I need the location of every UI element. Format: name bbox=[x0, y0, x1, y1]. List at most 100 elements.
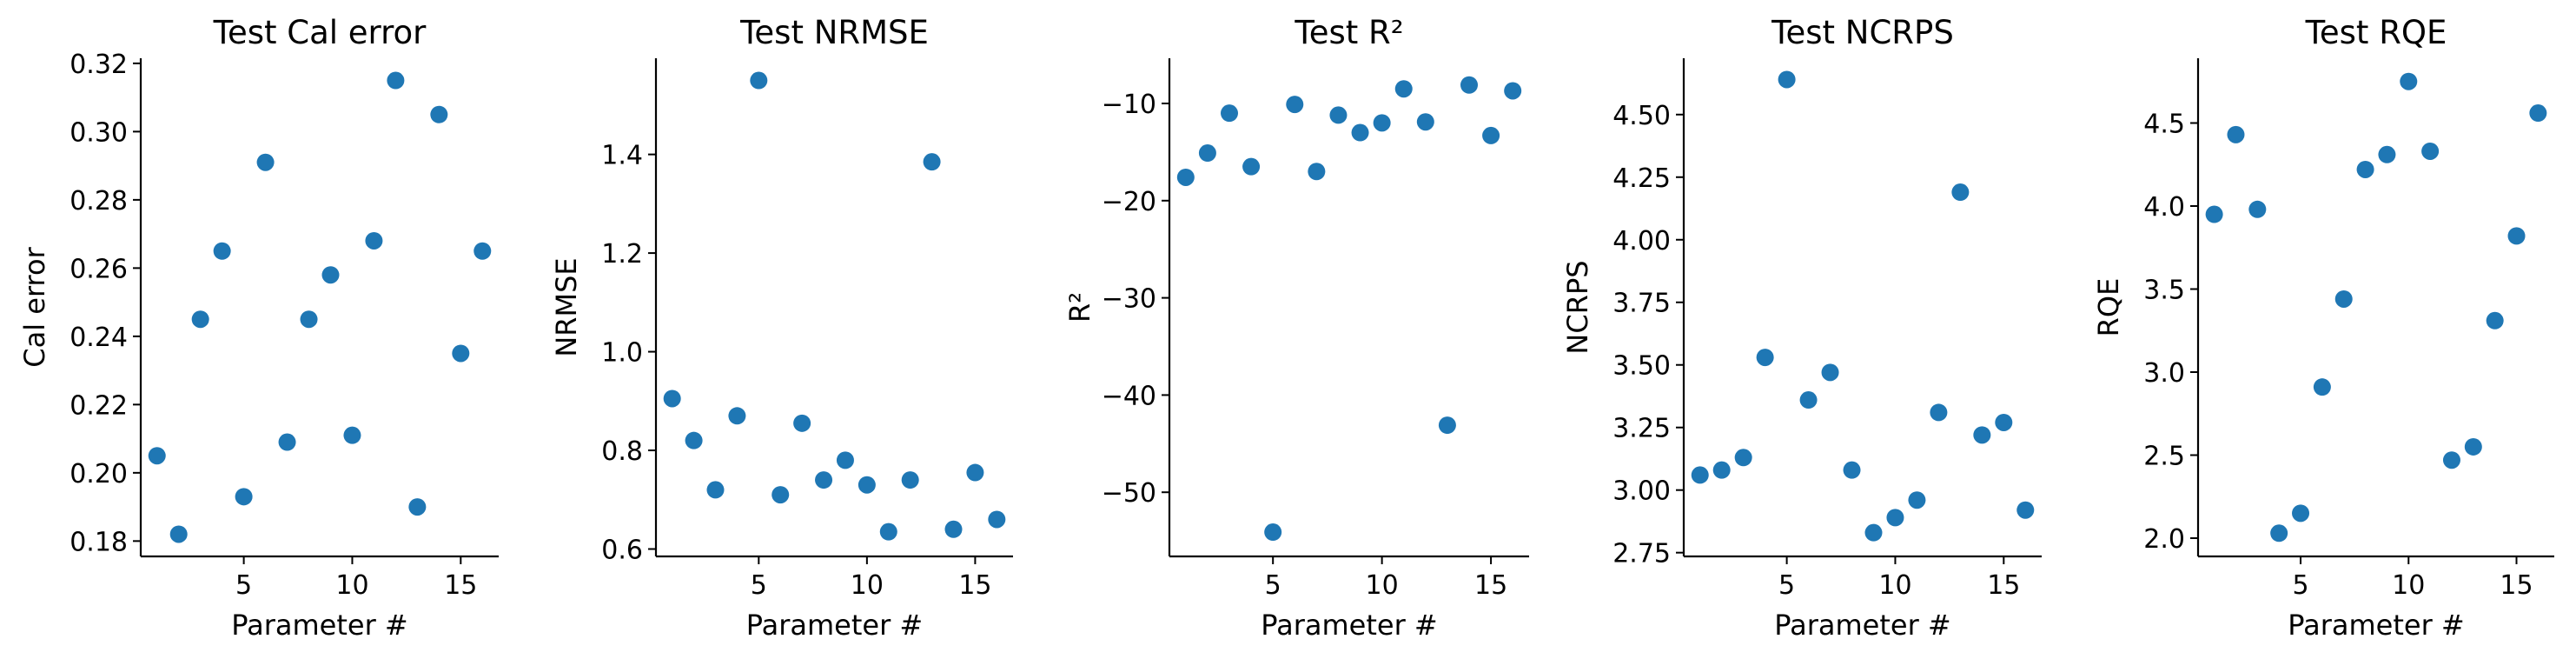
subplot-3: Test R² 5 10 15 −50 −40 −30 −20 −10 Parameter # R² bbox=[1063, 14, 1529, 642]
data-point bbox=[1394, 80, 1413, 98]
data-point bbox=[771, 486, 790, 504]
data-point bbox=[1886, 509, 1904, 527]
data-point bbox=[2486, 311, 2504, 330]
y-tick-label: 2.0 bbox=[2143, 524, 2185, 555]
data-point bbox=[858, 476, 876, 494]
data-point bbox=[148, 447, 166, 465]
y-tick-label: 0.6 bbox=[601, 535, 643, 565]
data-point bbox=[365, 231, 383, 250]
data-point bbox=[2507, 227, 2526, 245]
x-tick-label: 10 bbox=[335, 570, 368, 601]
y-tick-label: 1.2 bbox=[601, 239, 643, 270]
y-axis-label: NRMSE bbox=[550, 257, 583, 356]
x-axis-label: Parameter # bbox=[1261, 609, 1437, 642]
x-axis-label: Parameter # bbox=[1774, 609, 1950, 642]
data-point bbox=[2529, 104, 2547, 123]
y-tick-label: 0.30 bbox=[70, 117, 128, 148]
data-point bbox=[1691, 466, 1709, 484]
subplot-2: Test NRMSE 5 10 15 0.6 0.8 1.0 1.2 1.4 Parameter … bbox=[550, 14, 1013, 642]
data-point bbox=[2248, 200, 2267, 218]
y-tick-label: 4.25 bbox=[1612, 163, 1671, 194]
subplot-1: Test Cal error 5 10 15 0.18 0.20 0.22 0.24 0.26 0… bbox=[18, 14, 499, 642]
y-tick-label: 3.50 bbox=[1612, 351, 1671, 382]
data-point bbox=[1930, 403, 1948, 422]
data-point bbox=[1351, 123, 1369, 142]
y-axis-label: Cal error bbox=[18, 246, 51, 367]
y-tick-label: 1.0 bbox=[601, 338, 643, 369]
y-tick-label: −40 bbox=[1102, 381, 1156, 411]
y-tick-label: 3.5 bbox=[2143, 275, 2185, 305]
y-tick-label: 0.24 bbox=[70, 323, 128, 353]
y-tick-label: 0.26 bbox=[70, 254, 128, 284]
data-point bbox=[1221, 104, 1238, 123]
y-tick-label: 2.5 bbox=[2143, 441, 2185, 471]
data-point bbox=[213, 242, 231, 260]
data-point bbox=[1995, 413, 2013, 431]
x-tick-label: 15 bbox=[1987, 570, 2020, 601]
data-point bbox=[1416, 113, 1434, 131]
y-tick-label: −50 bbox=[1102, 478, 1156, 509]
data-point bbox=[235, 488, 253, 506]
y-tick-label: 4.00 bbox=[1612, 226, 1671, 256]
data-point bbox=[387, 71, 405, 90]
y-tick-label: 0.32 bbox=[70, 50, 128, 80]
data-point bbox=[1286, 96, 1304, 114]
data-point bbox=[1198, 144, 1216, 163]
data-point bbox=[321, 266, 340, 284]
data-point bbox=[2356, 160, 2374, 178]
data-point bbox=[988, 510, 1006, 529]
subplot-title: Test R² bbox=[1294, 14, 1403, 51]
data-point bbox=[1756, 349, 1774, 367]
data-point bbox=[1482, 126, 1500, 144]
data-point bbox=[2016, 501, 2035, 519]
y-tick-label: 0.22 bbox=[70, 390, 128, 421]
data-point bbox=[1329, 106, 1348, 124]
y-tick-label: 0.18 bbox=[70, 527, 128, 557]
data-point bbox=[256, 153, 275, 171]
x-axis-label: Parameter # bbox=[2288, 609, 2464, 642]
y-tick-label: 0.20 bbox=[70, 459, 128, 489]
data-point bbox=[815, 471, 833, 489]
subplot-5: Test RQE 5 10 15 2.0 2.5 3.0 3.5 4.0 4.5 Parameter… bbox=[2092, 14, 2554, 642]
x-tick-label: 5 bbox=[235, 570, 252, 601]
x-tick-label: 5 bbox=[2292, 570, 2308, 601]
data-point bbox=[901, 471, 919, 489]
y-axis-label: NCRPS bbox=[1561, 260, 1594, 354]
y-tick-label: −20 bbox=[1102, 187, 1156, 217]
data-point bbox=[2464, 437, 2482, 456]
data-point bbox=[923, 153, 941, 171]
x-axis-label: Parameter # bbox=[231, 609, 407, 642]
data-point bbox=[663, 389, 681, 408]
x-tick-label: 10 bbox=[851, 570, 884, 601]
data-point bbox=[1712, 461, 1731, 479]
data-point bbox=[966, 463, 984, 482]
subplot-title: Test NRMSE bbox=[739, 14, 929, 51]
data-point bbox=[2205, 205, 2223, 223]
x-tick-label: 15 bbox=[958, 570, 991, 601]
data-point bbox=[706, 481, 725, 499]
data-point bbox=[2421, 142, 2440, 160]
subplot-title: Test NCRPS bbox=[1771, 14, 1954, 51]
data-point bbox=[1908, 491, 1926, 509]
data-point bbox=[1438, 416, 1456, 435]
data-point bbox=[278, 433, 296, 451]
x-tick-label: 15 bbox=[1474, 570, 1507, 601]
data-point bbox=[2313, 378, 2331, 396]
data-point bbox=[750, 71, 768, 90]
data-point bbox=[2270, 524, 2288, 543]
data-point bbox=[1242, 157, 1261, 176]
data-point bbox=[191, 310, 209, 329]
y-tick-label: 3.0 bbox=[2143, 358, 2185, 389]
data-point bbox=[1264, 523, 1282, 542]
data-point bbox=[300, 310, 318, 329]
data-point bbox=[1308, 163, 1326, 181]
y-tick-label: 2.75 bbox=[1612, 539, 1671, 569]
y-axis-label: RQE bbox=[2092, 278, 2125, 337]
data-point bbox=[2400, 72, 2418, 90]
data-point bbox=[1504, 82, 1522, 100]
data-point bbox=[2227, 125, 2245, 143]
x-axis-label: Parameter # bbox=[746, 609, 923, 642]
data-point bbox=[473, 242, 492, 260]
y-tick-label: −30 bbox=[1102, 284, 1156, 315]
data-point bbox=[452, 344, 470, 363]
